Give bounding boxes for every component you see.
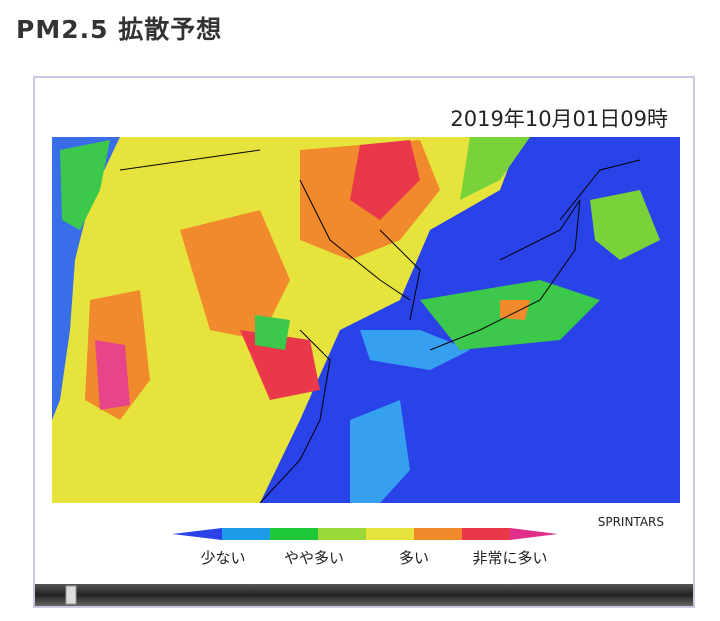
red-area [350,140,420,220]
light-blue-area [360,330,470,370]
green-area [60,140,110,230]
magenta-area [95,340,130,410]
color-scale [172,528,558,540]
scale-segment [462,528,510,540]
legend-label: やや多い [284,549,344,567]
light-blue-area [350,400,410,503]
page-title: PM2.5 拡散予想 [16,15,223,44]
scale-segment [270,528,318,540]
legend-label: 非常に多い [472,549,547,567]
legend-label: 多い [399,549,429,567]
orange-area [500,300,530,320]
green-area [590,190,660,260]
scale-end [172,528,222,540]
pm25-map [52,137,680,503]
red-area [240,330,320,400]
coastline [119,149,641,503]
legend-label: 少ない [200,549,245,567]
scale-segment [222,528,270,540]
scale-segment [366,528,414,540]
orange-area [180,210,290,340]
credit: SPRINTARS [598,515,664,529]
slider-thumb[interactable] [65,585,77,605]
scale-segment [414,528,462,540]
green-area [460,137,530,200]
timestamp: 2019年10月01日09時 [450,107,668,131]
scale-segment [318,528,366,540]
scale-end [510,528,558,540]
time-slider[interactable] [35,584,693,606]
green-area [255,315,290,350]
